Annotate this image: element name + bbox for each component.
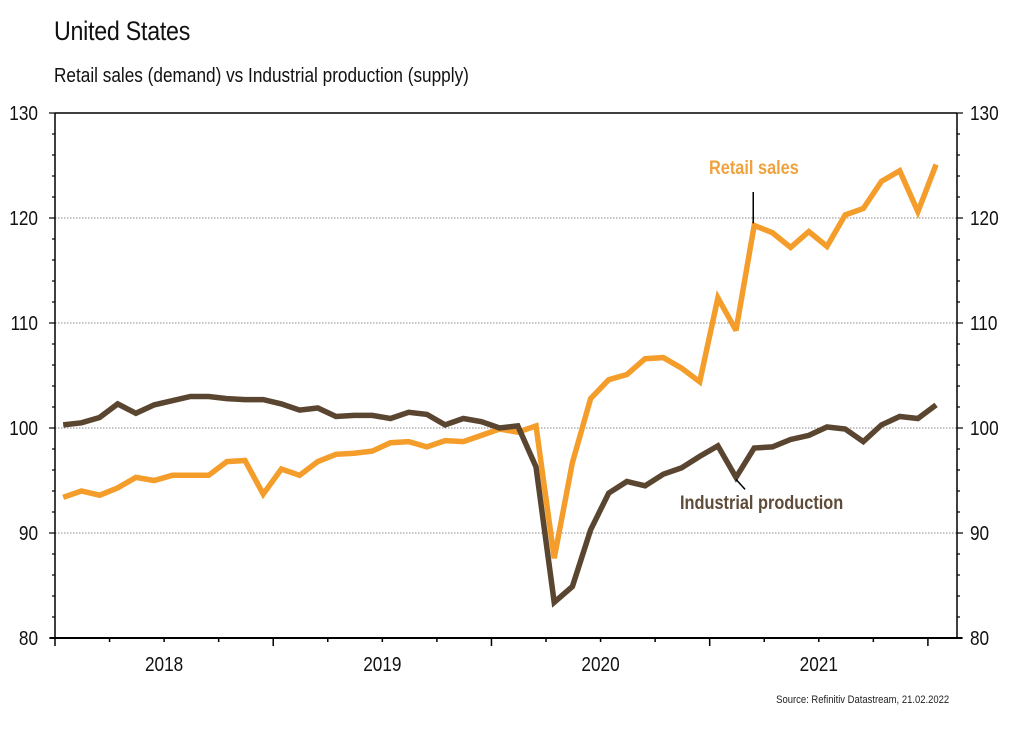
x-tick-label: 2021 <box>800 653 838 676</box>
y-tick-label-left: 90 <box>19 522 38 545</box>
y-tick-label-right: 110 <box>970 312 997 335</box>
axes: 80 80 90 90 100 100 110 110 120 120 130 130 2018 2019… <box>9 102 998 676</box>
y-tick-label-right: 80 <box>970 627 989 650</box>
x-tick-label: 2020 <box>581 653 619 676</box>
y-tick-label-right: 120 <box>970 207 999 230</box>
series-lines <box>62 163 939 608</box>
industrial-production-label: Industrial production <box>680 492 843 513</box>
y-tick-label-left: 100 <box>9 417 38 440</box>
y-tick-label-right: 100 <box>970 417 999 440</box>
chart-title: United States <box>54 16 191 46</box>
y-tick-label-right: 90 <box>970 522 989 545</box>
y-tick-label-left: 120 <box>9 207 38 230</box>
industrial-production-line <box>62 393 938 608</box>
chart-subtitle: Retail sales (demand) vs Industrial prod… <box>54 65 469 87</box>
y-tick-label-left: 110 <box>11 312 38 335</box>
y-tick-label-left: 80 <box>19 627 38 650</box>
y-tick-label-right: 130 <box>970 102 999 125</box>
x-tick-label: 2018 <box>145 653 183 676</box>
industrial-production-leader-line <box>735 478 746 490</box>
annotations: Retail sales Industrial production <box>680 157 843 513</box>
x-tick-label: 2019 <box>363 653 401 676</box>
y-tick-label-left: 130 <box>9 102 38 125</box>
retail-sales-label: Retail sales <box>709 157 799 178</box>
source-note: Source: Refinitiv Datastream, 21.02.2022 <box>775 694 949 706</box>
gridlines <box>55 217 957 534</box>
